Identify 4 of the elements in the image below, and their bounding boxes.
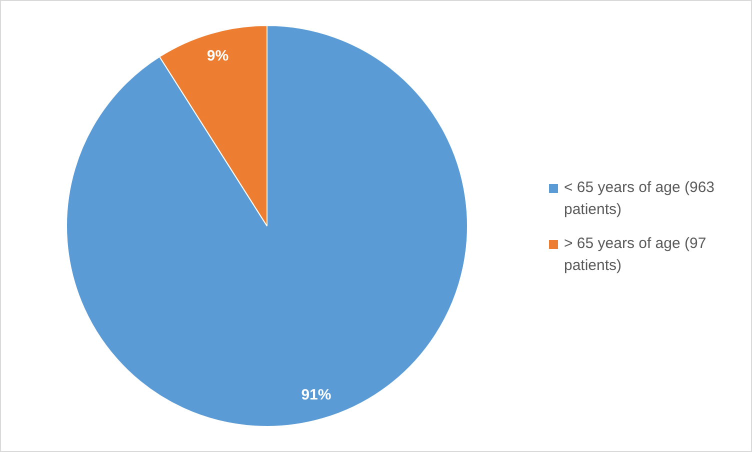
data-label: 91% [301,386,332,404]
legend-label: > 65 years of age (97 patients) [564,234,708,276]
data-label: 9% [206,48,229,65]
legend-label: < 65 years of age (963 patients) [564,178,716,220]
